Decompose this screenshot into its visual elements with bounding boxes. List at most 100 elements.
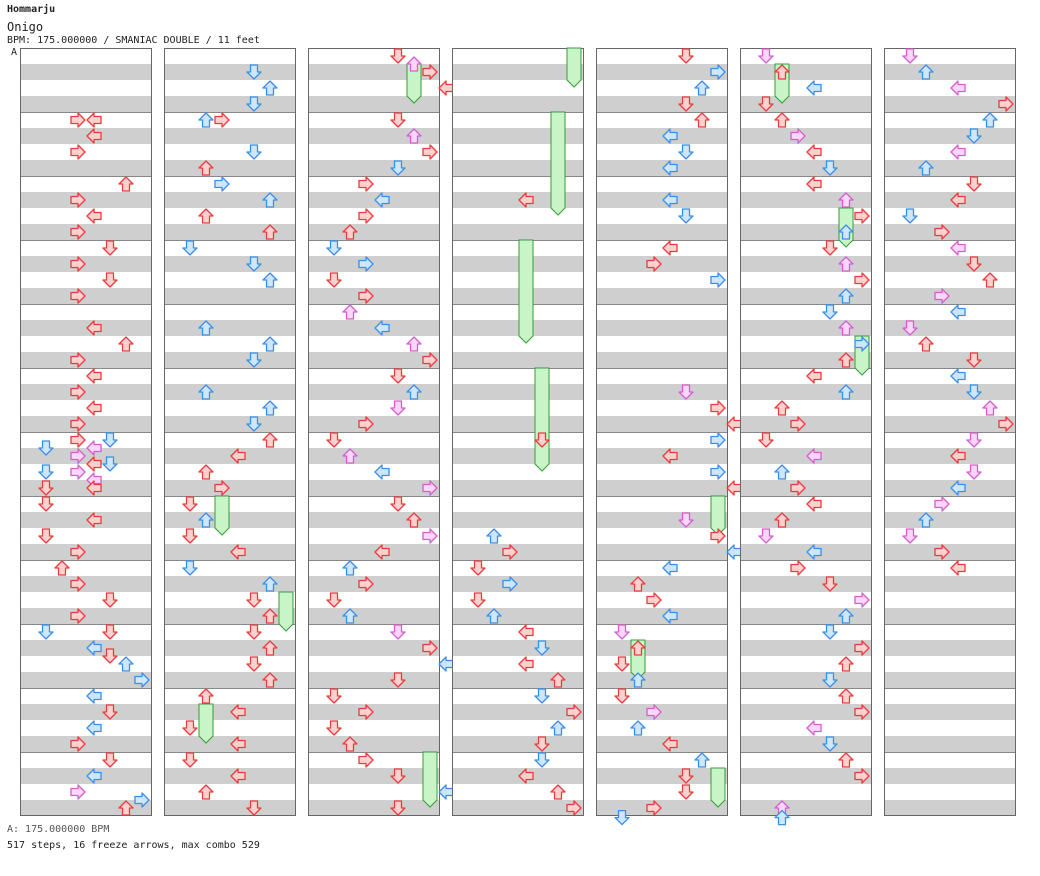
arrow-down-icon <box>678 768 694 784</box>
beat-stripe <box>164 640 296 656</box>
arrow-up-icon <box>54 560 70 576</box>
arrow-right-icon <box>358 576 374 592</box>
arrow-right-icon <box>790 560 806 576</box>
beat-stripe <box>452 320 584 336</box>
arrow-down-icon <box>966 384 982 400</box>
arrow-up-icon <box>118 176 134 192</box>
arrow-down-icon <box>678 48 694 64</box>
arrow-up-icon <box>406 512 422 528</box>
arrow-down-icon <box>966 256 982 272</box>
beat-stripe <box>308 288 440 304</box>
arrow-left-icon <box>950 192 966 208</box>
arrow-up-icon <box>838 192 854 208</box>
arrow-right-icon <box>70 736 86 752</box>
arrow-up-icon <box>262 432 278 448</box>
beat-stripe <box>164 576 296 592</box>
arrow-down-icon <box>38 528 54 544</box>
freeze-arrow-icon <box>198 703 214 744</box>
arrow-left-icon <box>662 608 678 624</box>
beat-stripe <box>740 480 872 496</box>
arrow-down-icon <box>102 624 118 640</box>
arrow-down-icon <box>326 432 342 448</box>
beat-stripe <box>740 96 872 112</box>
beat-stripe <box>596 240 728 256</box>
arrow-down-icon <box>102 704 118 720</box>
arrow-left-icon <box>726 416 742 432</box>
arrow-up-icon <box>406 128 422 144</box>
beat-stripe <box>884 784 1016 800</box>
beat-stripe <box>884 544 1016 560</box>
arrow-right-icon <box>934 544 950 560</box>
arrow-down-icon <box>614 656 630 672</box>
beat-stripe <box>740 432 872 448</box>
beat-stripe <box>596 608 728 624</box>
arrow-down-icon <box>902 528 918 544</box>
arrow-left-icon <box>806 544 822 560</box>
beat-stripe <box>20 656 152 672</box>
beat-stripe <box>164 288 296 304</box>
arrow-right-icon <box>710 272 726 288</box>
beat-stripe <box>596 624 728 640</box>
arrow-right-icon <box>70 544 86 560</box>
arrow-left-icon <box>662 560 678 576</box>
arrow-left-icon <box>86 368 102 384</box>
arrow-down-icon <box>822 304 838 320</box>
beat-stripe <box>596 800 728 816</box>
beat-stripe <box>308 96 440 112</box>
beat-stripe <box>740 416 872 432</box>
beat-stripe <box>740 544 872 560</box>
arrow-left-icon <box>230 544 246 560</box>
beat-stripe <box>452 576 584 592</box>
beat-stripe <box>740 512 872 528</box>
arrow-left-icon <box>806 496 822 512</box>
arrow-left-icon <box>806 368 822 384</box>
beat-stripe <box>20 320 152 336</box>
arrow-down-icon <box>534 752 550 768</box>
beat-stripe <box>20 304 152 320</box>
beat-stripe <box>308 176 440 192</box>
arrow-left-icon <box>726 480 742 496</box>
beat-stripe <box>596 592 728 608</box>
beat-stripe <box>740 736 872 752</box>
beat-stripe <box>20 160 152 176</box>
arrow-up-icon <box>406 336 422 352</box>
arrow-down-icon <box>326 272 342 288</box>
arrow-down-icon <box>822 576 838 592</box>
song-title: Onigo <box>7 20 44 34</box>
arrow-up-icon <box>630 640 646 656</box>
beat-stripe <box>884 80 1016 96</box>
arrow-left-icon <box>806 720 822 736</box>
arrow-right-icon <box>358 256 374 272</box>
arrow-up-icon <box>198 512 214 528</box>
arrow-right-icon <box>854 336 870 352</box>
arrow-up-icon <box>342 608 358 624</box>
arrow-down-icon <box>390 48 406 64</box>
beat-stripe <box>20 256 152 272</box>
beat-stripe <box>164 208 296 224</box>
arrow-up-icon <box>262 400 278 416</box>
beat-stripe <box>884 208 1016 224</box>
beat-stripe <box>164 672 296 688</box>
beat-stripe <box>20 112 152 128</box>
arrow-right-icon <box>70 352 86 368</box>
arrow-down-icon <box>966 432 982 448</box>
beat-stripe <box>884 512 1016 528</box>
freeze-arrow-icon <box>534 367 550 472</box>
arrow-down-icon <box>822 736 838 752</box>
arrow-right-icon <box>422 64 438 80</box>
arrow-up-icon <box>918 336 934 352</box>
arrow-up-icon <box>630 672 646 688</box>
beat-stripe <box>308 208 440 224</box>
arrow-down-icon <box>534 688 550 704</box>
arrow-right-icon <box>710 528 726 544</box>
beat-stripe <box>596 768 728 784</box>
arrow-down-icon <box>326 688 342 704</box>
beat-stripe <box>20 432 152 448</box>
beat-stripe <box>20 480 152 496</box>
arrow-up-icon <box>694 112 710 128</box>
beat-stripe <box>596 288 728 304</box>
beat-stripe <box>308 576 440 592</box>
beat-stripe <box>164 560 296 576</box>
column-border <box>308 48 440 816</box>
beat-stripe <box>452 512 584 528</box>
